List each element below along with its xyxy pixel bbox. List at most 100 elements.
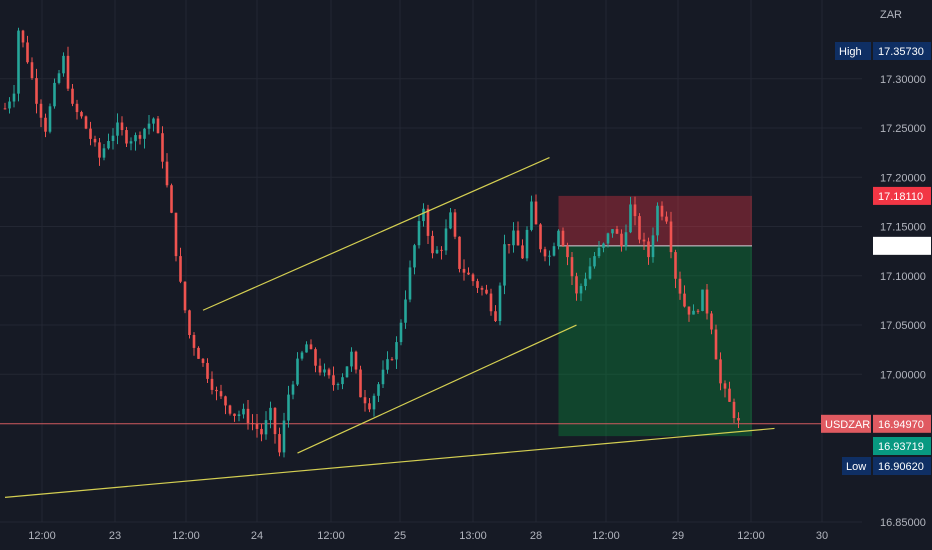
low-tag-box [873, 457, 931, 475]
candle-body [219, 391, 223, 397]
candle-body [656, 205, 659, 236]
candle-body [228, 405, 232, 414]
target-tag-value: 16.93719 [878, 441, 924, 453]
entry-tag-box [873, 236, 931, 255]
candle-body [377, 384, 380, 396]
last-price-tag-label-box [821, 414, 871, 433]
candle-body [665, 216, 668, 222]
candle-body [242, 408, 245, 415]
x-tick-label: 30 [816, 530, 828, 542]
candle-body [111, 135, 115, 141]
candle-body [296, 358, 299, 385]
candle-body [57, 73, 61, 83]
candle-body [381, 369, 385, 385]
candle-body [651, 235, 655, 258]
candle-body [48, 106, 52, 132]
low-tag-label: Low [846, 461, 866, 473]
candle-body [215, 389, 218, 392]
candle-body [80, 112, 83, 117]
candle-body [210, 378, 214, 390]
candle-body [710, 313, 713, 330]
candle-body [660, 205, 664, 217]
candle-body [224, 396, 227, 406]
x-tick-label: 13:00 [459, 530, 487, 542]
last-price-tag-value: 16.94970 [878, 419, 924, 431]
candle-body [264, 420, 268, 435]
candle-body [669, 221, 673, 253]
candle-body [489, 293, 493, 312]
candle-body [737, 418, 740, 421]
x-tick-label: 12:00 [737, 530, 765, 542]
candle-body [35, 78, 38, 104]
candle-body [26, 42, 29, 63]
candle-body [462, 268, 466, 273]
candle-body [579, 286, 583, 294]
candle-body [336, 384, 340, 386]
candle-body [642, 239, 646, 242]
candle-body [674, 252, 677, 279]
candle-body [233, 413, 236, 416]
candles [3, 27, 740, 458]
stop-tag-value: 17.18110 [878, 191, 923, 203]
candle-body [147, 123, 151, 129]
candle-body [354, 351, 358, 370]
time-axis[interactable]: 12:00 23 12:00 24 12:00 25 13:00 28 12:00 29 12:00… [28, 530, 828, 542]
candle-body [359, 369, 362, 398]
candle-body [62, 55, 65, 74]
candle-body [467, 272, 470, 275]
candle-body [138, 135, 142, 139]
candle-body [503, 244, 506, 286]
candle-body [692, 310, 695, 315]
candle-body [332, 375, 335, 386]
x-tick-label: 25 [394, 530, 406, 542]
candle-body [309, 344, 313, 350]
candle-body [291, 384, 295, 395]
candle-body [444, 228, 448, 251]
candle-body [498, 285, 502, 322]
candle-body [399, 322, 403, 343]
candle-body [575, 276, 578, 294]
candle-body [192, 335, 196, 348]
candle-body [323, 369, 326, 373]
candle-body [341, 377, 344, 385]
position-zones [0, 195, 862, 437]
candle-body [516, 230, 520, 246]
candle-body [705, 289, 709, 314]
candle-body [597, 247, 601, 257]
price-tags: High 17.35730 17.18110 17.13039 USDZAR 16.949… [821, 42, 931, 475]
take-profit-zone [558, 245, 752, 437]
candle-body [287, 394, 290, 421]
candle-body [179, 256, 182, 282]
candle-body [143, 128, 146, 139]
candle-body [431, 235, 434, 254]
candle-body [251, 423, 254, 425]
high-tag-label-box [835, 42, 871, 60]
candle-body [75, 103, 79, 113]
candle-body [525, 229, 529, 259]
candle-body [678, 278, 682, 294]
low-tag-value: 16.90620 [878, 461, 924, 473]
y-tick-label: 17.30000 [880, 74, 926, 86]
grid [0, 0, 862, 523]
candle-body [584, 278, 587, 287]
trend-line-channel-lower [297, 324, 577, 454]
candle-body [548, 255, 551, 257]
price-axis[interactable]: ZAR 17.30000 17.25000 17.20000 17.15000 17.1… [880, 9, 926, 529]
candle-body [188, 310, 191, 336]
candle-body [732, 401, 736, 419]
candle-body [93, 138, 97, 143]
candle-body [552, 246, 556, 256]
candle-body [107, 140, 110, 149]
candle-body [593, 256, 596, 267]
low-tag-label-box [842, 457, 871, 475]
candle-body [629, 204, 632, 233]
last-price-tag-label: USDZAR [825, 419, 870, 431]
high-tag-label: High [839, 46, 862, 58]
candle-body [543, 249, 547, 257]
candle-body [413, 245, 416, 268]
x-tick-label: 28 [530, 530, 542, 542]
candle-body [98, 142, 101, 158]
candle-body [17, 30, 20, 94]
candle-body [44, 117, 47, 132]
